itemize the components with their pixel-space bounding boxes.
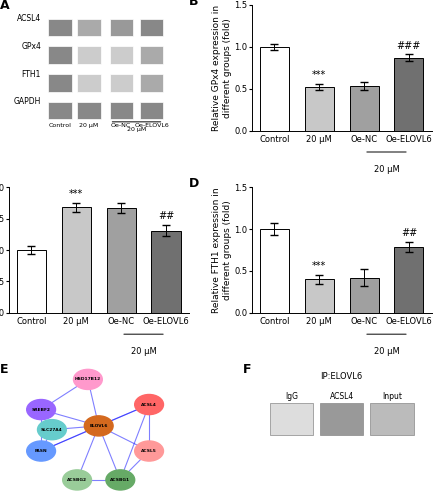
Bar — [305, 87, 334, 130]
Text: SREBF2: SREBF2 — [32, 408, 51, 412]
Circle shape — [135, 394, 164, 414]
Text: 20 μM: 20 μM — [79, 123, 99, 128]
Text: Oe-ELOVL6: Oe-ELOVL6 — [134, 123, 169, 128]
Text: ACSL4: ACSL4 — [17, 14, 41, 24]
Circle shape — [84, 416, 113, 436]
Text: ##: ## — [158, 211, 174, 221]
FancyBboxPatch shape — [140, 19, 164, 36]
Text: SLC27A4: SLC27A4 — [41, 428, 63, 432]
Text: ##: ## — [401, 228, 417, 238]
Bar — [350, 86, 378, 130]
Text: 20 μM: 20 μM — [374, 346, 399, 356]
Text: ACSL5: ACSL5 — [141, 449, 157, 453]
Bar — [62, 208, 91, 313]
Text: IP:ELOVL6: IP:ELOVL6 — [320, 372, 363, 381]
Text: ***: *** — [69, 189, 83, 199]
FancyBboxPatch shape — [48, 46, 72, 64]
FancyBboxPatch shape — [270, 404, 313, 434]
Text: ACSBG2: ACSBG2 — [67, 478, 87, 482]
Bar — [350, 278, 378, 313]
FancyBboxPatch shape — [140, 74, 164, 92]
Text: E: E — [0, 363, 8, 376]
FancyBboxPatch shape — [77, 46, 101, 64]
FancyBboxPatch shape — [320, 404, 363, 434]
Bar — [260, 47, 289, 130]
FancyBboxPatch shape — [140, 46, 164, 64]
Circle shape — [106, 470, 135, 490]
Text: 20 μM: 20 μM — [374, 164, 399, 173]
Y-axis label: Relative FTH1 expression in
different groups (fold): Relative FTH1 expression in different gr… — [212, 187, 232, 313]
FancyBboxPatch shape — [109, 74, 133, 92]
FancyBboxPatch shape — [48, 19, 72, 36]
FancyBboxPatch shape — [77, 102, 101, 119]
FancyBboxPatch shape — [48, 102, 72, 119]
Text: FASN: FASN — [35, 449, 48, 453]
FancyBboxPatch shape — [109, 19, 133, 36]
Bar — [17, 250, 46, 313]
Circle shape — [37, 420, 66, 440]
Text: FTH1: FTH1 — [22, 70, 41, 78]
Bar — [260, 229, 289, 313]
Bar — [394, 246, 423, 313]
Text: ###: ### — [397, 40, 421, 50]
Text: F: F — [243, 363, 251, 376]
Text: Oe-NC: Oe-NC — [111, 123, 131, 128]
Text: ELOVL6: ELOVL6 — [89, 424, 108, 428]
Circle shape — [27, 441, 55, 461]
FancyBboxPatch shape — [48, 74, 72, 92]
Text: 20 μM: 20 μM — [131, 346, 157, 356]
FancyBboxPatch shape — [77, 19, 101, 36]
Text: B: B — [189, 0, 198, 8]
Circle shape — [27, 400, 55, 419]
Text: GPx4: GPx4 — [21, 42, 41, 51]
Circle shape — [135, 441, 164, 461]
Text: ***: *** — [312, 262, 327, 272]
Text: GAPDH: GAPDH — [14, 97, 41, 106]
Bar — [106, 208, 136, 313]
Text: ACSL4: ACSL4 — [330, 392, 354, 401]
Text: A: A — [0, 0, 9, 12]
Circle shape — [63, 470, 92, 490]
Bar — [151, 230, 181, 313]
Text: Control: Control — [48, 123, 72, 128]
FancyBboxPatch shape — [109, 46, 133, 64]
Circle shape — [74, 370, 102, 390]
FancyBboxPatch shape — [371, 404, 414, 434]
Text: 20 μM: 20 μM — [127, 127, 146, 132]
Text: ACSBG1: ACSBG1 — [110, 478, 130, 482]
Text: ACSL4: ACSL4 — [141, 402, 157, 406]
FancyBboxPatch shape — [77, 74, 101, 92]
FancyBboxPatch shape — [140, 102, 164, 119]
Text: IgG: IgG — [285, 392, 298, 401]
Text: ***: *** — [312, 70, 327, 80]
Bar — [305, 280, 334, 313]
Y-axis label: Relative GPx4 expression in
different groups (fold): Relative GPx4 expression in different gr… — [212, 5, 232, 131]
Text: D: D — [189, 177, 199, 190]
FancyBboxPatch shape — [109, 102, 133, 119]
Text: HSD17B12: HSD17B12 — [75, 378, 101, 382]
Text: Input: Input — [382, 392, 402, 401]
Bar — [394, 58, 423, 130]
